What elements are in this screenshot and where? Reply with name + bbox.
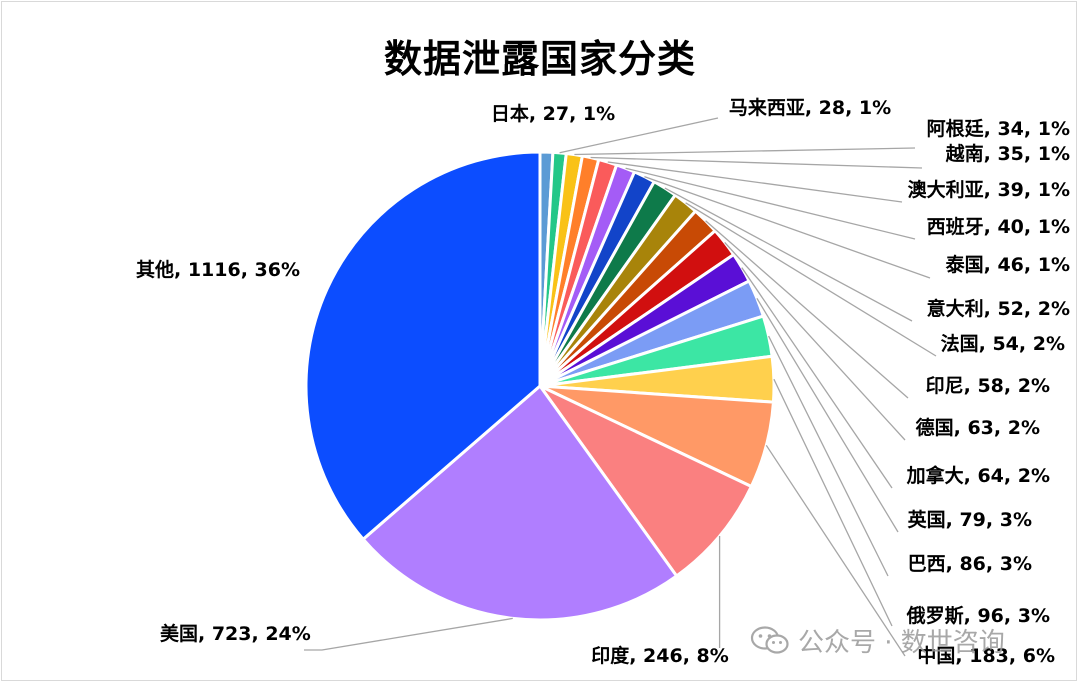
data-label: 美国, 723, 24% <box>160 622 311 645</box>
watermark: 公众号 · 数世咨询 <box>750 620 1005 660</box>
leader-line <box>773 378 893 627</box>
chart-title: 数据泄露国家分类 <box>383 37 696 81</box>
data-label: 英国, 79, 3% <box>908 508 1032 531</box>
watermark-text: 公众号 · 数世咨询 <box>798 627 1005 658</box>
leader-line <box>705 220 909 399</box>
pie-slice-19 <box>304 150 542 542</box>
data-label: 泰国, 46, 1% <box>945 253 1070 276</box>
leader-line <box>756 297 899 533</box>
leader-line <box>765 444 906 657</box>
data-label: 意大利, 52, 2% <box>927 297 1070 320</box>
data-label: 西班牙, 40, 1% <box>927 215 1070 238</box>
data-label: 澳大利亚, 39, 1% <box>908 178 1070 201</box>
data-label: 俄罗斯, 96, 3% <box>906 604 1050 627</box>
data-label: 中国, 183, 6% <box>917 644 1055 667</box>
leader-line <box>724 241 906 441</box>
leader-line <box>664 187 913 322</box>
data-label: 印度, 246, 8% <box>591 644 729 667</box>
leader-line <box>768 335 889 577</box>
leader-line <box>559 117 719 154</box>
leader-line <box>644 175 931 279</box>
leader-line <box>685 202 937 357</box>
leader-line <box>590 156 923 169</box>
pie-slice-17 <box>538 384 754 579</box>
data-label: 越南, 35, 1% <box>945 142 1070 165</box>
data-label: 德国, 63, 2% <box>916 416 1040 439</box>
leader-line <box>607 161 903 203</box>
data-label: 巴西, 86, 3% <box>908 553 1032 575</box>
data-label: 印尼, 58, 2% <box>926 375 1050 397</box>
data-label: 日本, 27, 1% <box>491 102 615 125</box>
wechat-icon <box>750 626 789 654</box>
leader-line <box>625 167 916 240</box>
leader-line <box>574 147 916 156</box>
data-label: 法国, 54, 2% <box>941 332 1065 355</box>
leader-line <box>304 617 513 651</box>
data-label: 其他, 1116, 36% <box>136 258 300 281</box>
data-label: 阿根廷, 34, 1% <box>927 117 1070 140</box>
data-label: 加拿大, 64, 2% <box>906 464 1050 487</box>
data-label: 马来西亚, 28, 1% <box>729 97 891 119</box>
leader-line <box>741 267 893 489</box>
